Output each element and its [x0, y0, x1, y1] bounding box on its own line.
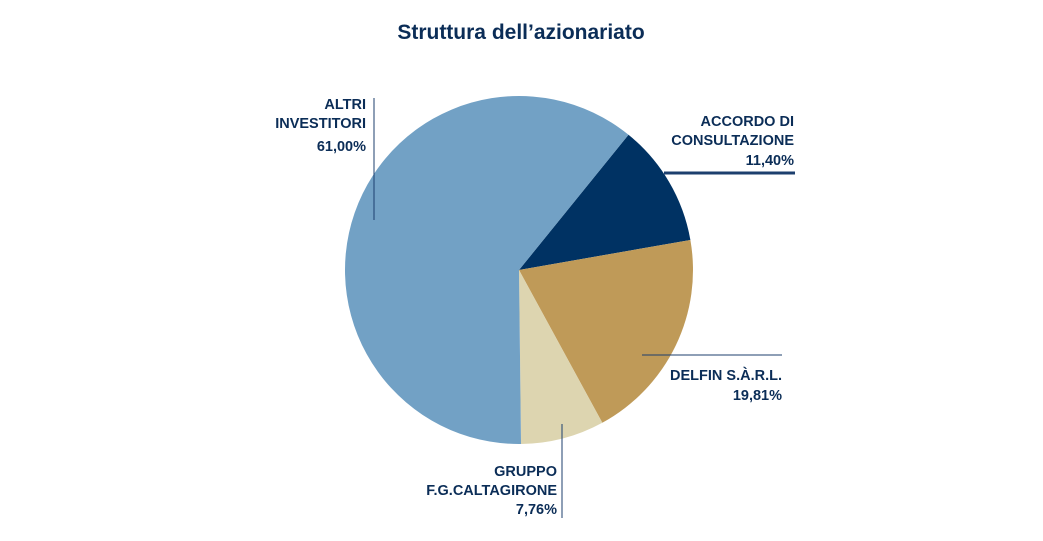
- slice-value-altri-investitori: 61,00%: [317, 139, 366, 155]
- slice-value-delfin-s-r-l: 19,81%: [733, 388, 782, 404]
- pie-slice-accordo-di-consultazione: [519, 134, 691, 270]
- pie-slice-gruppo-f-g-caltagirone: [519, 270, 603, 444]
- pie-slice-altri-investitori: [344, 96, 629, 445]
- slice-label-gruppo-f-g-caltagirone-line-1: GRUPPO: [494, 464, 557, 480]
- slice-label-altri-investitori-line-1: ALTRI: [324, 97, 366, 113]
- chart-title: Struttura dell’azionariato: [397, 21, 644, 44]
- slice-label-accordo-di-consultazione-line-1: ACCORDO DI: [701, 114, 794, 130]
- slice-label-altri-investitori-line-2: INVESTITORI: [275, 116, 366, 132]
- leader-lines: [373, 98, 795, 518]
- slice-label-delfin-s-r-l-line-1: DELFIN S.À.R.L.: [670, 367, 782, 384]
- pie-slice-delfin-s-r-l: [519, 239, 693, 423]
- slice-label-gruppo-f-g-caltagirone-line-2: F.G.CALTAGIRONE: [426, 483, 557, 499]
- pie-slices: [344, 96, 693, 445]
- slice-labels: ACCORDO DI CONSULTAZIONE 11,40% DELFIN S.À.…: [275, 97, 794, 518]
- slice-value-gruppo-f-g-caltagirone: 7,76%: [516, 502, 557, 518]
- slice-label-accordo-di-consultazione-line-2: CONSULTAZIONE: [671, 133, 794, 149]
- slice-value-accordo-di-consultazione: 11,40%: [746, 153, 794, 169]
